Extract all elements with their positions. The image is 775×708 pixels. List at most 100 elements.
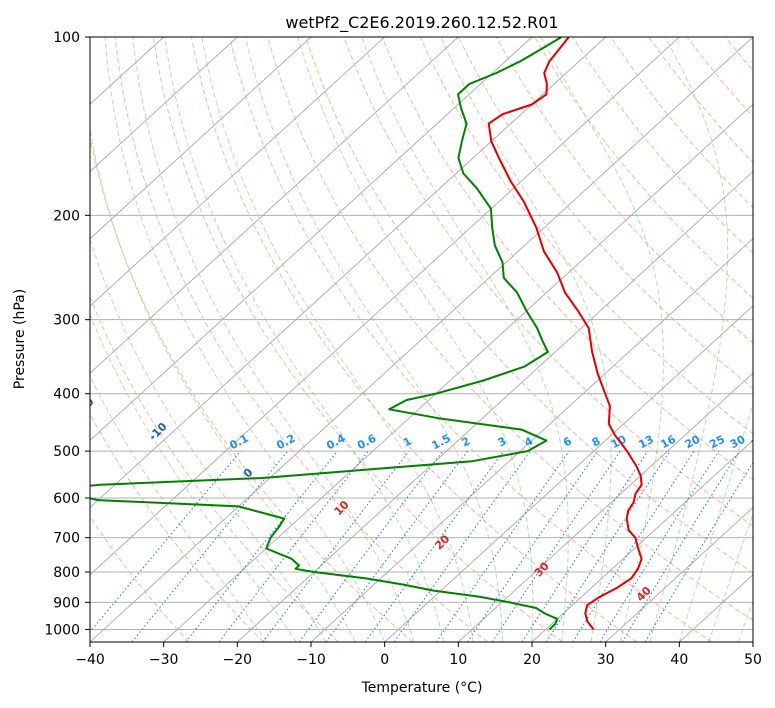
moist-adiabat-line xyxy=(164,37,445,642)
mixing-ratio-line xyxy=(262,450,410,642)
moist-adiabat-line xyxy=(768,37,775,642)
dry-adiabat-line xyxy=(495,37,753,344)
mixing-ratio-line xyxy=(90,450,242,633)
x-tick-label: 0 xyxy=(380,652,389,668)
isotherm-line xyxy=(384,305,753,642)
dry-adiabat-line xyxy=(90,412,264,642)
x-tick-label: 10 xyxy=(449,652,467,668)
x-tick-label: −40 xyxy=(75,652,105,668)
y-tick-label: 1000 xyxy=(44,622,80,638)
dry-adiabat-line xyxy=(114,37,488,642)
isotherm-gridlines xyxy=(90,37,753,642)
sounding-series xyxy=(90,37,643,631)
mixing-ratio-line xyxy=(185,450,338,642)
temperature-line xyxy=(487,37,643,631)
y-tick-label: 700 xyxy=(53,531,80,547)
x-tick-label: 50 xyxy=(744,652,762,668)
plot-area: -100-90-80-70-60-50-40-30-20-10010203040… xyxy=(73,37,775,642)
mixing-ratio-line xyxy=(467,450,599,642)
moist-adiabat-line xyxy=(540,37,664,642)
moist-adiabat-line xyxy=(132,37,415,642)
dry-adiabat-line xyxy=(763,37,775,642)
dewpoint-line xyxy=(90,37,563,631)
isobar-gridlines xyxy=(90,37,753,630)
mixing-ratio-line xyxy=(298,450,444,642)
moist-adiabat-line xyxy=(104,37,386,642)
moist-adiabat-line xyxy=(708,513,753,642)
mixing-ratio-line xyxy=(491,450,621,642)
mixing-ratio-line xyxy=(364,450,505,642)
x-tick-label: 20 xyxy=(523,652,541,668)
mixing-ratio-label: 0.1 xyxy=(227,432,250,453)
y-tick-label: 900 xyxy=(53,595,80,611)
dry-adiabat-line xyxy=(572,37,753,254)
y-axis-label: Pressure (hPa) xyxy=(12,289,28,389)
y-tick-label: 200 xyxy=(53,208,80,224)
mixing-ratio-line xyxy=(599,450,720,642)
y-axis-ticks: 100 200 300 400 500 600 700 800 900 1000 xyxy=(44,30,90,638)
dry-adiabat-line xyxy=(229,37,712,642)
dry-adiabat-label: -10 xyxy=(146,420,169,443)
dry-adiabat-line xyxy=(343,37,753,527)
isotherm-line xyxy=(237,170,753,642)
moist-adiabat-line xyxy=(678,401,753,642)
mixing-ratio-label: 2 xyxy=(459,434,472,449)
mixing-ratio-label: 1 xyxy=(401,434,414,449)
mixing-ratio-label: 13 xyxy=(636,433,656,452)
dry-adiabat-line xyxy=(381,37,753,481)
moist-adiabat-line xyxy=(440,37,612,642)
y-tick-label: 400 xyxy=(53,387,80,403)
moist-adiabat-line xyxy=(361,37,569,642)
dry-adiabat-line xyxy=(267,37,753,622)
isotherm-line xyxy=(90,37,385,307)
mixing-ratio-line xyxy=(393,450,531,642)
isotherm-line xyxy=(90,37,238,173)
x-tick-label: −30 xyxy=(149,652,179,668)
mixing-ratio-line xyxy=(621,450,740,642)
moist-adiabat-line xyxy=(90,237,327,642)
plot-frame xyxy=(89,36,754,643)
chart-title: wetPf2_C2E6.2019.260.12.52.R01 xyxy=(285,13,558,33)
x-tick-label: −20 xyxy=(223,652,253,668)
moist-adiabat-line xyxy=(201,37,474,642)
x-tick-label: 40 xyxy=(670,652,688,668)
y-tick-label: 300 xyxy=(53,313,80,329)
y-tick-label: 600 xyxy=(53,491,80,507)
isotherm-line xyxy=(90,37,753,642)
x-tick-label: 30 xyxy=(597,652,615,668)
dry-adiabat-label: -20 xyxy=(73,395,96,418)
mixing-ratio-label: 36 xyxy=(749,433,769,452)
y-tick-label: 100 xyxy=(53,30,80,46)
isotherm-line xyxy=(90,37,533,441)
isotherm-line xyxy=(752,641,753,642)
moist-adiabat-line xyxy=(297,37,534,642)
isotherm-line xyxy=(163,103,753,642)
dry-adiabat-line xyxy=(648,37,753,164)
mixing-ratio-line xyxy=(131,450,288,642)
mixing-ratio-line xyxy=(572,450,695,642)
dry-adiabat-line xyxy=(686,37,753,118)
dry-adiabat-line xyxy=(724,37,753,72)
isotherm-line xyxy=(458,372,753,642)
isotherm-line xyxy=(531,439,753,642)
mixing-ratio-label: 6 xyxy=(561,434,574,449)
isotherm-line xyxy=(90,37,312,240)
dry-adiabat-line xyxy=(90,295,339,642)
moist-adiabat-line xyxy=(737,599,753,642)
moist-adiabat-line xyxy=(649,37,729,642)
isotherm-line xyxy=(605,506,753,642)
dry-adiabat-line xyxy=(152,37,563,642)
x-tick-label: −10 xyxy=(296,652,326,668)
x-axis-label: Temperature (°C) xyxy=(361,680,483,696)
mixing-ratio-line xyxy=(545,450,671,642)
mixing-ratio-label: 0.4 xyxy=(324,432,348,453)
mixing-ratio-label: 0.2 xyxy=(274,432,297,453)
moist-adiabat-line xyxy=(90,374,268,642)
moist-adiabat-line xyxy=(90,313,297,642)
mixing-ratio-label: 8 xyxy=(590,434,603,449)
dry-adiabat-line xyxy=(610,37,753,209)
dry-adiabat-line xyxy=(534,37,753,299)
mixing-ratio-label: 25 xyxy=(707,433,727,452)
isotherm-line xyxy=(90,37,459,374)
